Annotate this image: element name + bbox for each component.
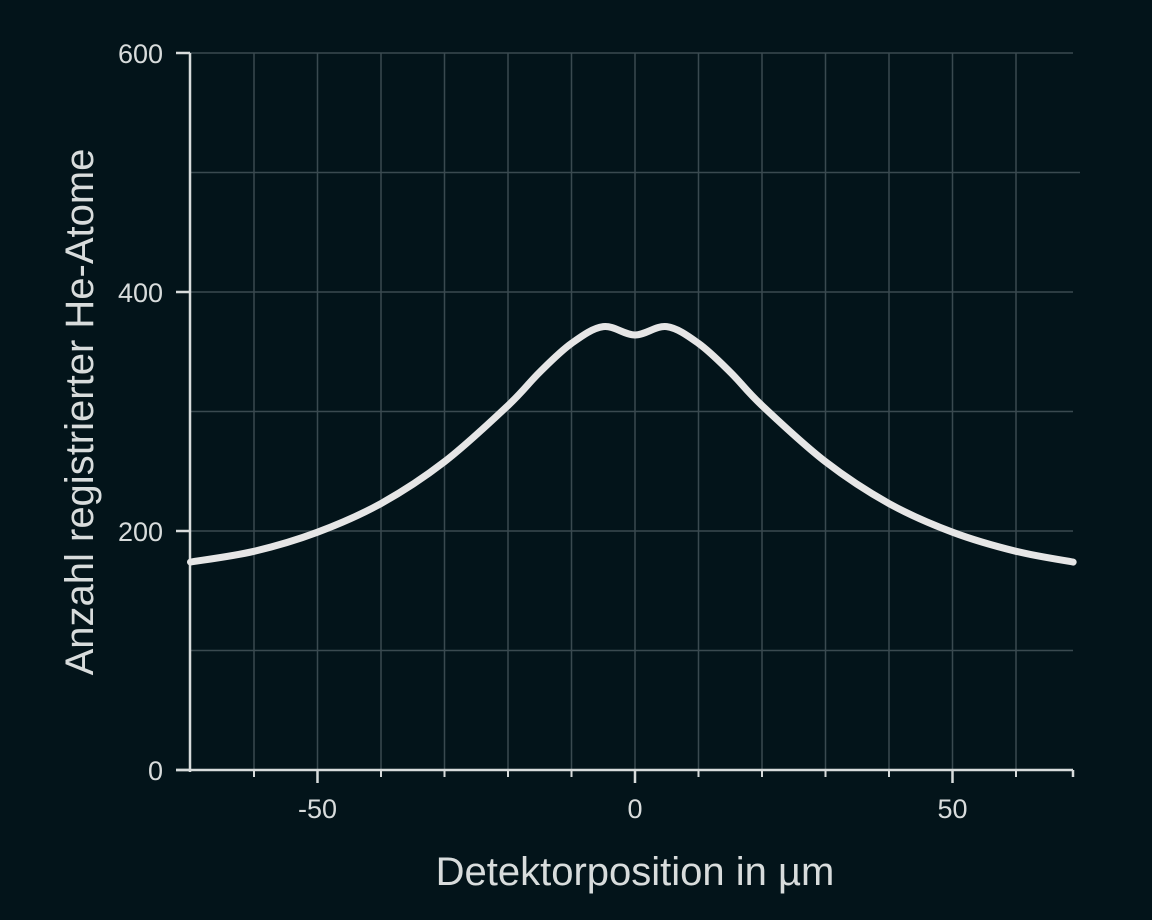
x-tick-label: 50 (937, 794, 967, 824)
tick-labels: 0 200 400 600 -50 0 50 (118, 39, 968, 824)
y-tick-label: 600 (118, 39, 163, 69)
y-tick-label: 200 (118, 517, 163, 547)
data-line (187, 323, 1077, 566)
grid-lines (190, 52, 1080, 770)
y-tick-label: 0 (148, 756, 163, 786)
axes (176, 51, 1075, 783)
y-axis-title: Anzahl registrierter He-Atome (58, 149, 102, 676)
y-tick-label: 400 (118, 278, 163, 308)
x-tick-label: 0 (627, 794, 642, 824)
x-axis-title: Detektorposition in µm (436, 850, 835, 894)
x-tick-label: -50 (298, 794, 337, 824)
